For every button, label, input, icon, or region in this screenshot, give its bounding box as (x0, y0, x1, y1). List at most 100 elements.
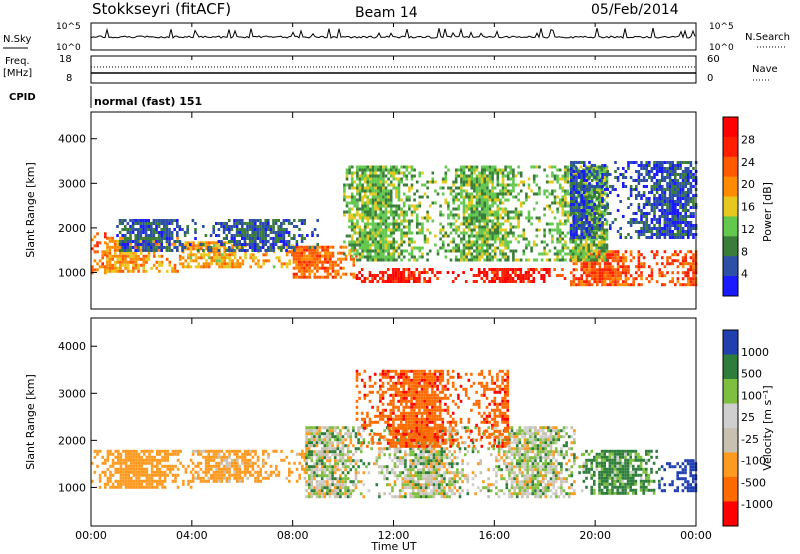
power-cell (259, 219, 262, 222)
power-cell (473, 213, 476, 217)
power-cell (540, 274, 543, 277)
velocity-cell (223, 464, 226, 468)
power-cell (674, 203, 677, 206)
velocity-cell (225, 470, 229, 474)
power-cell (588, 274, 591, 278)
power-cell (397, 204, 401, 208)
power-cell (570, 283, 573, 287)
power-cell (575, 179, 578, 182)
power-cell (152, 234, 156, 237)
power-cell (290, 246, 293, 249)
velocity-cell (288, 470, 291, 474)
power-cell (363, 189, 367, 193)
power-cell (447, 243, 450, 247)
power-cell (600, 249, 604, 253)
power-cell (384, 271, 387, 274)
power-cell (369, 168, 372, 172)
power-cell (395, 210, 398, 214)
power-cell (283, 262, 286, 266)
power-cell (144, 219, 148, 222)
power-cell (580, 161, 583, 164)
power-cell (434, 189, 437, 193)
power-cell (371, 280, 374, 283)
velocity-cell (166, 452, 169, 456)
power-cell (295, 266, 298, 270)
power-cell (577, 277, 581, 281)
power-cell (353, 222, 357, 226)
power-cell (478, 198, 481, 202)
power-cell (493, 231, 497, 235)
power-cell (389, 222, 393, 226)
power-cell (374, 198, 377, 202)
power-cell (129, 251, 133, 255)
velocity-cell (189, 458, 193, 462)
power-cell (504, 255, 507, 259)
power-cell (684, 179, 687, 182)
power-cell (655, 185, 659, 188)
power-cell (593, 170, 596, 173)
power-cell (467, 246, 471, 250)
power-cell (687, 170, 690, 173)
power-cell (449, 225, 453, 229)
power-cell (207, 262, 211, 266)
power-cell (635, 170, 638, 173)
power-cell (553, 252, 557, 256)
velocity-cell (179, 461, 182, 465)
power-cell (637, 182, 641, 185)
power-cell (402, 171, 406, 175)
power-cell (645, 218, 648, 221)
power-cell (381, 271, 385, 274)
power-cell (584, 237, 588, 241)
power-cell (207, 241, 211, 245)
power-cell (687, 179, 690, 182)
velocity-cell (217, 452, 221, 456)
power-cell (642, 185, 646, 188)
power-cell (374, 225, 377, 229)
power-cell (215, 222, 218, 225)
power-cell (519, 277, 523, 280)
velocity-cell (124, 485, 128, 489)
power-cell (350, 237, 354, 241)
velocity-cell (189, 470, 193, 474)
power-cell (113, 269, 117, 273)
power-cell (126, 260, 130, 264)
power-cell (470, 177, 474, 181)
power-cell (410, 219, 414, 223)
power-cell (464, 280, 468, 283)
power-cell (168, 240, 171, 243)
power-cell (684, 170, 687, 173)
power-cell (257, 265, 260, 269)
power-cell (106, 269, 109, 273)
velocity-cell (225, 479, 229, 483)
velocity-cell (249, 473, 252, 477)
power-cell (405, 219, 409, 223)
power-cell (564, 168, 567, 172)
power-cell (259, 265, 263, 269)
power-cell (666, 215, 669, 218)
power-cell (160, 231, 163, 234)
velocity-cell (264, 461, 268, 465)
power-cell (496, 277, 499, 280)
power-cell (386, 280, 390, 283)
power-cell (648, 173, 651, 176)
power-cell (376, 222, 380, 226)
power-cell (488, 198, 492, 202)
power-cell (519, 258, 523, 262)
power-cell (570, 236, 573, 239)
power-cell (674, 206, 677, 209)
power-cell (624, 256, 628, 260)
velocity-cell (130, 467, 133, 471)
power-cell (519, 171, 523, 175)
power-cell (598, 253, 602, 257)
power-cell (509, 189, 513, 193)
power-cell (600, 252, 604, 256)
power-cell (556, 168, 559, 172)
power-cell (462, 204, 466, 208)
velocity-cell (101, 461, 104, 465)
power-cell (223, 253, 226, 257)
power-cell (339, 260, 343, 264)
power-cell (671, 280, 674, 284)
power-cell (465, 240, 468, 244)
power-cell (517, 225, 520, 229)
power-cell (506, 165, 510, 169)
